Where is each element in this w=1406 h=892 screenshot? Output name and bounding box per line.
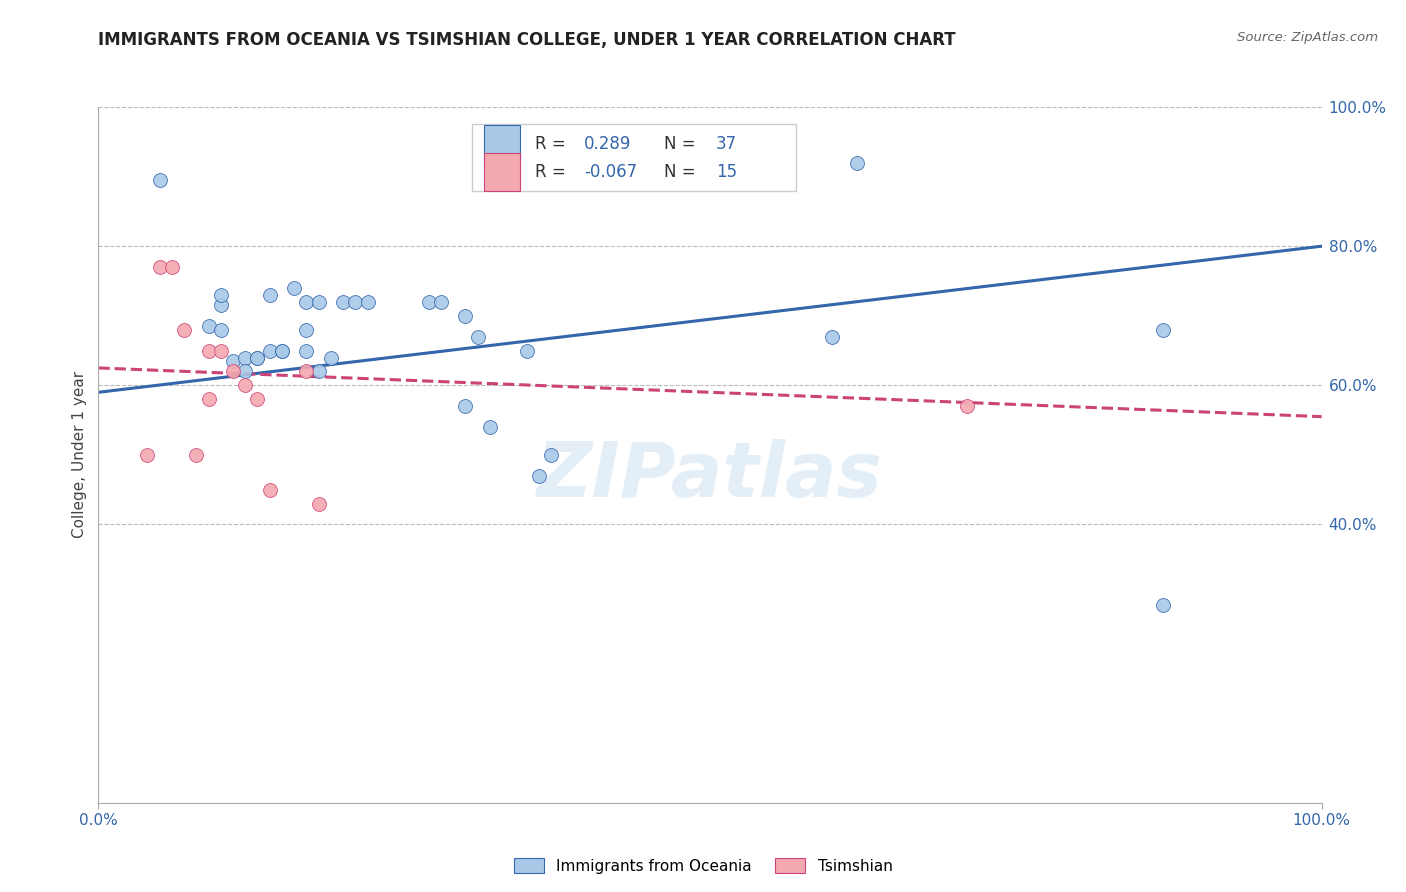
Point [160, 260, 183, 274]
Point [1152, 598, 1174, 612]
Point [467, 329, 489, 343]
Point [222, 364, 245, 378]
Point [295, 364, 318, 378]
Point [222, 354, 245, 368]
Point [308, 294, 330, 309]
Bar [484, 125, 520, 163]
Point [478, 420, 501, 434]
Y-axis label: College, Under 1 year: College, Under 1 year [72, 371, 87, 539]
FancyBboxPatch shape [471, 124, 796, 191]
Text: Source: ZipAtlas.com: Source: ZipAtlas.com [1237, 31, 1378, 45]
Point [246, 351, 269, 365]
Bar [484, 153, 520, 191]
Point [1152, 323, 1174, 337]
Point [515, 343, 537, 358]
Legend: Immigrants from Oceania, Tsimshian: Immigrants from Oceania, Tsimshian [508, 852, 898, 880]
Text: -0.067: -0.067 [583, 162, 637, 181]
Point [332, 294, 354, 309]
Text: N =: N = [664, 135, 700, 153]
Point [319, 351, 342, 365]
Point [418, 294, 440, 309]
Point [344, 294, 367, 309]
Point [173, 323, 195, 337]
Point [283, 281, 305, 295]
Text: ZIPatlas: ZIPatlas [537, 439, 883, 513]
Point [186, 448, 208, 462]
Point [308, 497, 330, 511]
Point [540, 448, 562, 462]
Point [430, 294, 453, 309]
Text: 15: 15 [716, 162, 737, 181]
Point [233, 364, 256, 378]
Point [149, 260, 172, 274]
Point [209, 298, 232, 312]
Text: N =: N = [664, 162, 700, 181]
Point [295, 294, 318, 309]
Point [149, 173, 172, 187]
Point [845, 155, 868, 169]
Point [233, 378, 256, 392]
Point [270, 343, 294, 358]
Point [197, 392, 219, 407]
Text: R =: R = [536, 162, 571, 181]
Point [295, 323, 318, 337]
Point [821, 329, 844, 343]
Point [308, 364, 330, 378]
Point [136, 448, 159, 462]
Text: R =: R = [536, 135, 571, 153]
Point [454, 309, 477, 323]
Point [209, 343, 232, 358]
Point [233, 351, 256, 365]
Point [246, 392, 269, 407]
Point [209, 288, 232, 302]
Point [295, 343, 318, 358]
Point [197, 343, 219, 358]
Point [259, 483, 281, 497]
Point [454, 399, 477, 413]
Point [356, 294, 378, 309]
Point [259, 343, 281, 358]
Point [209, 323, 232, 337]
Point [197, 319, 219, 334]
Point [270, 343, 294, 358]
Point [246, 351, 269, 365]
Point [259, 288, 281, 302]
Text: IMMIGRANTS FROM OCEANIA VS TSIMSHIAN COLLEGE, UNDER 1 YEAR CORRELATION CHART: IMMIGRANTS FROM OCEANIA VS TSIMSHIAN COL… [98, 31, 956, 49]
Text: 0.289: 0.289 [583, 135, 631, 153]
Point [956, 399, 979, 413]
Point [527, 468, 550, 483]
Text: 37: 37 [716, 135, 737, 153]
